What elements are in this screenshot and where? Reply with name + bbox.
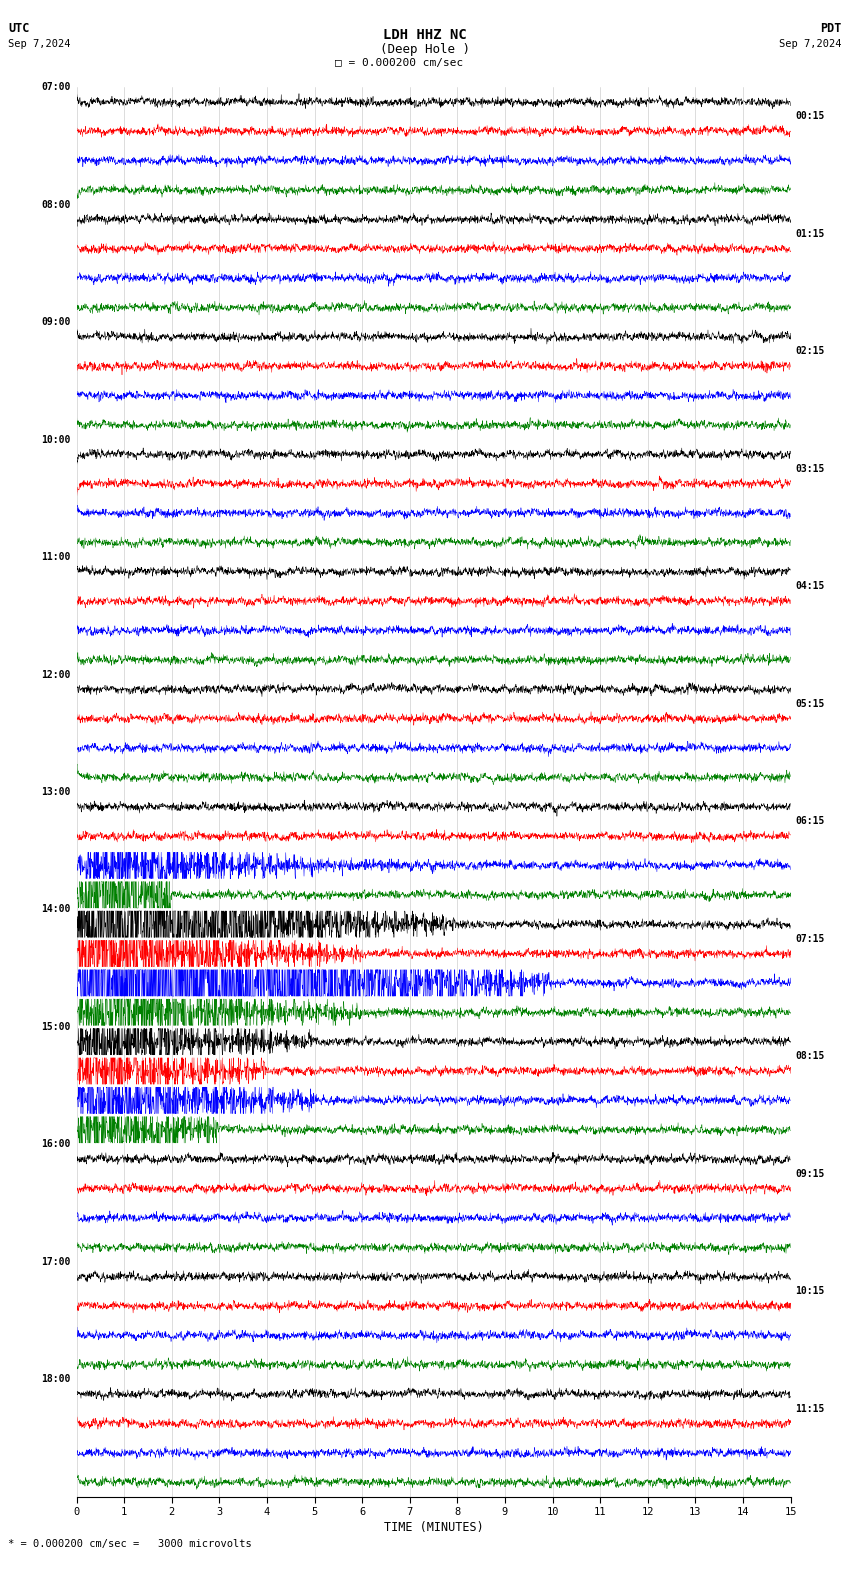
Text: * = 0.000200 cm/sec =   3000 microvolts: * = 0.000200 cm/sec = 3000 microvolts — [8, 1540, 252, 1549]
Text: 15:00: 15:00 — [41, 1022, 71, 1031]
Text: 00:15: 00:15 — [796, 111, 824, 122]
Text: UTC: UTC — [8, 22, 30, 35]
Text: (Deep Hole ): (Deep Hole ) — [380, 43, 470, 55]
Text: 14:00: 14:00 — [41, 904, 71, 914]
Text: 05:15: 05:15 — [796, 699, 824, 710]
Text: 07:15: 07:15 — [796, 935, 824, 944]
Text: 01:15: 01:15 — [796, 230, 824, 239]
Text: □ = 0.000200 cm/sec: □ = 0.000200 cm/sec — [336, 59, 463, 68]
Text: 04:15: 04:15 — [796, 581, 824, 591]
Text: 02:15: 02:15 — [796, 347, 824, 356]
Text: 09:00: 09:00 — [41, 317, 71, 326]
Text: 08:15: 08:15 — [796, 1052, 824, 1061]
X-axis label: TIME (MINUTES): TIME (MINUTES) — [383, 1522, 484, 1535]
Text: 12:00: 12:00 — [41, 670, 71, 680]
Text: 18:00: 18:00 — [41, 1375, 71, 1384]
Text: 13:00: 13:00 — [41, 787, 71, 797]
Text: 06:15: 06:15 — [796, 816, 824, 827]
Text: PDT: PDT — [820, 22, 842, 35]
Text: 10:00: 10:00 — [41, 434, 71, 445]
Text: LDH HHZ NC: LDH HHZ NC — [383, 29, 467, 41]
Text: 16:00: 16:00 — [41, 1139, 71, 1150]
Text: 17:00: 17:00 — [41, 1258, 71, 1267]
Text: Sep 7,2024: Sep 7,2024 — [8, 40, 71, 49]
Text: 11:15: 11:15 — [796, 1403, 824, 1415]
Text: 08:00: 08:00 — [41, 200, 71, 209]
Text: 10:15: 10:15 — [796, 1286, 824, 1296]
Text: Sep 7,2024: Sep 7,2024 — [779, 40, 842, 49]
Text: 03:15: 03:15 — [796, 464, 824, 474]
Text: 07:00: 07:00 — [41, 82, 71, 92]
Text: 09:15: 09:15 — [796, 1169, 824, 1178]
Text: 11:00: 11:00 — [41, 553, 71, 562]
